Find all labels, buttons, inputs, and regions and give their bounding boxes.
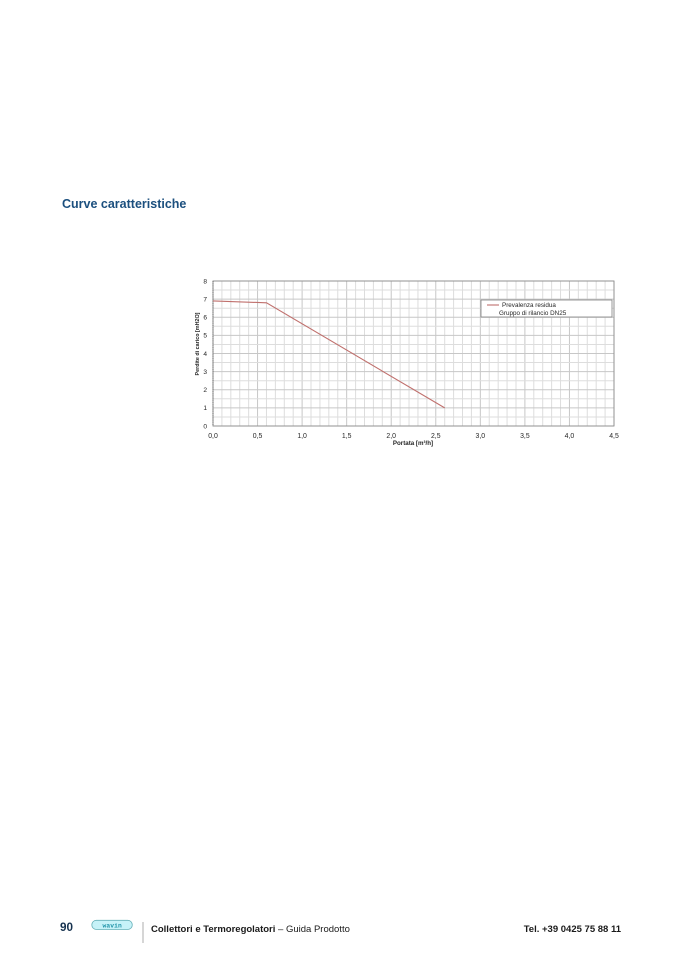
svg-text:3: 3: [203, 369, 207, 376]
svg-text:1: 1: [203, 405, 207, 412]
svg-text:0,0: 0,0: [208, 433, 218, 440]
svg-text:8: 8: [203, 278, 207, 285]
svg-text:Perdite di carico [mH2O]: Perdite di carico [mH2O]: [195, 312, 201, 375]
svg-text:Portata [m³/h]: Portata [m³/h]: [393, 440, 433, 447]
svg-text:3,0: 3,0: [476, 433, 486, 440]
svg-text:0,5: 0,5: [253, 433, 263, 440]
svg-text:4: 4: [203, 351, 207, 358]
svg-text:3,5: 3,5: [520, 433, 530, 440]
svg-text:1,5: 1,5: [342, 433, 352, 440]
svg-text:Collettori e Termoregolatori –: Collettori e Termoregolatori – Guida Pro…: [151, 924, 350, 935]
svg-text:5: 5: [203, 333, 207, 340]
svg-text:6: 6: [203, 315, 207, 322]
svg-text:Gruppo di rilancio DN25: Gruppo di rilancio DN25: [499, 310, 567, 317]
svg-text:90: 90: [60, 921, 74, 934]
svg-text:4,5: 4,5: [609, 433, 619, 440]
svg-text:1,0: 1,0: [297, 433, 307, 440]
svg-text:7: 7: [203, 296, 207, 303]
svg-text:2: 2: [203, 387, 207, 394]
svg-text:Tel. +39 0425 75 88 11: Tel. +39 0425 75 88 11: [524, 924, 622, 935]
svg-text:4,0: 4,0: [565, 433, 575, 440]
svg-text:Prevalenza residua: Prevalenza residua: [502, 302, 556, 309]
svg-text:0: 0: [203, 423, 207, 430]
svg-text:wavin: wavin: [102, 922, 122, 929]
